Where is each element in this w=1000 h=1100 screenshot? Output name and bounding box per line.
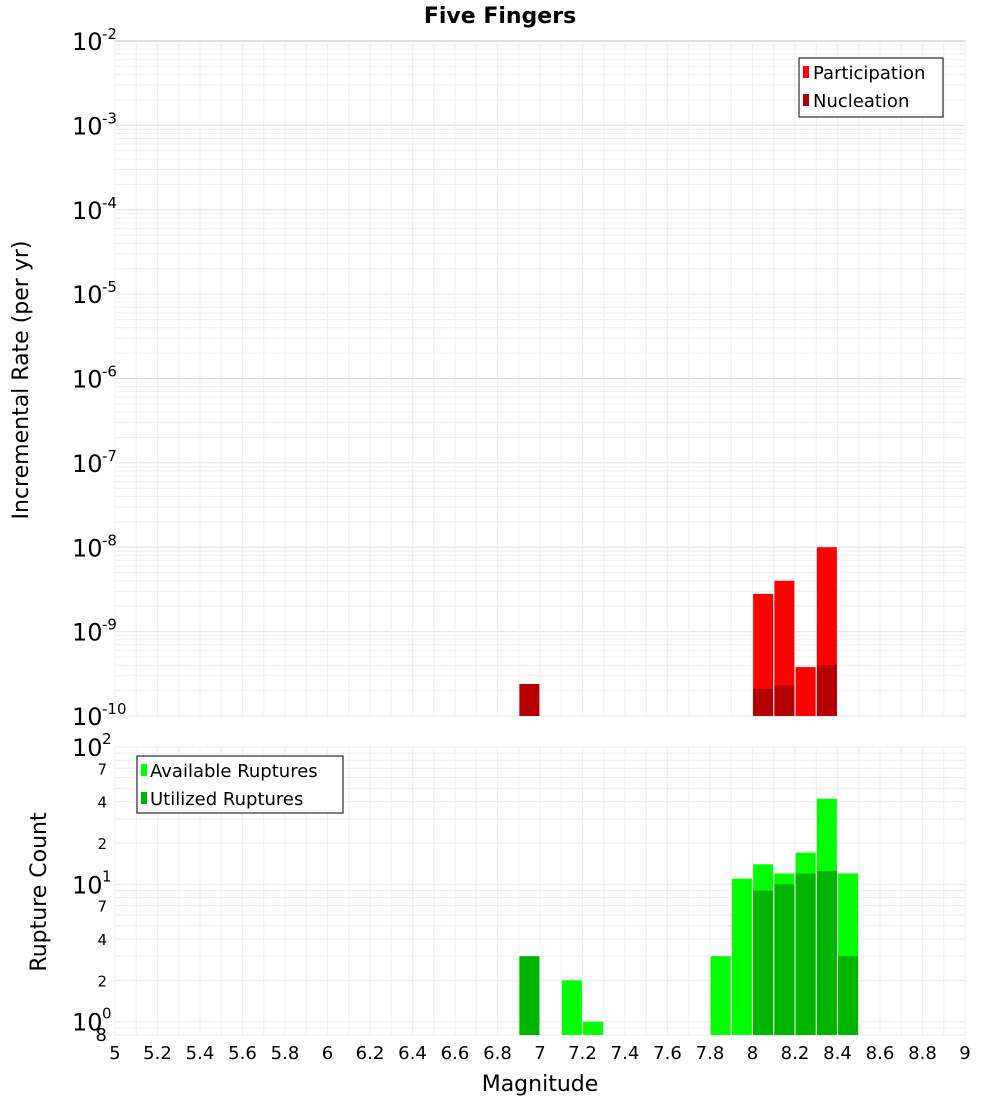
bar-utilized-ruptures [519,956,540,1035]
x-tick-label: 5.2 [143,1043,172,1064]
bar-available-ruptures [561,980,582,1035]
top-y-tick-exponent: -6 [102,363,117,381]
x-tick-label: 5.4 [186,1043,215,1064]
top-y-tick-base: 10 [72,112,103,140]
bar-nucleation [753,688,774,716]
bar-nucleation [816,665,837,716]
top-legend-box [798,57,944,118]
x-tick-label: 5.6 [228,1043,257,1064]
x-tick-label: 8.4 [823,1043,852,1064]
x-tick-label: 7.4 [611,1043,640,1064]
bottom-y-minor-tick: 4 [97,794,107,812]
top-y-tick-base: 10 [72,534,103,562]
legend-label-participation: Participation [813,63,925,84]
bottom-bars [519,798,859,1035]
legend-swatch-participation [803,66,809,78]
x-tick-label: 6.2 [356,1043,385,1064]
legend-swatch-utilized [141,792,147,804]
bottom-y-minor-tick: 7 [97,760,107,778]
top-y-tick-base: 10 [72,619,103,647]
x-tick-label: 6.8 [483,1043,512,1064]
legend-swatch-available [141,764,147,776]
top-panel: 10-210-310-410-510-610-710-810-910-10 In… [9,25,966,731]
bottom-y-minor-tick: 4 [97,931,107,949]
bar-utilized-ruptures [838,956,859,1035]
top-y-tick-base: 10 [72,197,103,225]
bottom-legend: Available Ruptures Utilized Ruptures [136,755,344,814]
bar-available-ruptures [710,956,731,1035]
top-y-tick-exponent: -10 [102,700,127,718]
top-y-tick-exponent: -4 [102,194,117,212]
x-tick-label: 6.6 [441,1043,470,1064]
top-y-tick-base: 10 [72,28,103,56]
bar-utilized-ruptures [816,871,837,1035]
x-tick-label: 7 [534,1043,545,1064]
bar-participation [753,593,774,716]
chart-title: Five Fingers [424,4,576,29]
x-tick-label: 8.8 [908,1043,937,1064]
legend-label-available: Available Ruptures [150,761,318,782]
x-tick-label: 8 [747,1043,758,1064]
top-y-tick-base: 10 [72,366,103,394]
bar-nucleation [519,683,540,716]
top-y-tick-exponent: -5 [102,278,117,296]
x-tick-label: 5.8 [271,1043,300,1064]
x-tick-label: 5 [109,1043,120,1064]
bottom-y-tick-exponent: 1 [102,867,112,885]
x-tick-label: 8.2 [781,1043,810,1064]
x-tick-label: 6 [322,1043,333,1064]
top-y-tick-base: 10 [72,281,103,309]
bottom-y-minor-tick: 7 [97,898,107,916]
top-y-tick-exponent: -8 [102,531,117,549]
legend-label-nucleation: Nucleation [813,91,909,112]
bar-utilized-ruptures [774,884,795,1035]
x-tick-label: 7.6 [653,1043,682,1064]
bar-participation [795,667,816,716]
bottom-y-tick-base: 10 [72,1009,103,1037]
bottom-y-tick-exponent: 2 [102,730,112,748]
bottom-y-minor-tick: 2 [97,835,107,853]
bar-nucleation [774,685,795,716]
top-y-tick-exponent: -2 [102,25,117,43]
bottom-y-tick-exponent: 0 [102,1005,112,1023]
x-tick-label: 7.2 [568,1043,597,1064]
top-legend: Participation Nucleation [798,57,944,118]
legend-swatch-nucleation [803,94,809,106]
top-grid [114,41,966,717]
legend-label-utilized: Utilized Ruptures [150,789,303,810]
bottom-y-axis-label: Rupture Count [27,812,52,972]
x-tick-label: 7.8 [696,1043,725,1064]
top-y-tick-exponent: -9 [102,616,117,634]
x-axis-label: Magnitude [482,1072,599,1097]
bottom-y-tick-base: 10 [72,734,103,762]
top-y-tick-base: 10 [72,703,103,731]
top-y-axis-label: Incremental Rate (per yr) [9,241,34,520]
bar-available-ruptures [731,878,752,1035]
top-y-tick-exponent: -7 [102,447,117,465]
x-tick-label: 6.4 [398,1043,427,1064]
x-tick-label: 9 [959,1043,970,1064]
bottom-legend-box [136,755,344,814]
bar-utilized-ruptures [753,890,774,1035]
bar-available-ruptures [583,1021,604,1035]
bar-utilized-ruptures [795,873,816,1035]
top-y-ticks: 10-210-310-410-510-610-710-810-910-10 [72,25,127,731]
top-y-tick-base: 10 [72,450,103,478]
top-bars [519,547,837,716]
bottom-y-tick-base: 10 [72,871,103,899]
bar-participation [774,580,795,716]
top-y-tick-exponent: -3 [102,109,117,127]
x-ticks: 5 5.2 5.4 5.6 5.8 6 6.2 6.4 6.6 6.8 7 7.2 7.4 7.6 7.8 8… [109,1043,970,1064]
bottom-y-minor-tick: 8 [96,1025,107,1046]
x-tick-label: 8.6 [866,1043,895,1064]
bottom-y-minor-tick: 2 [97,972,107,990]
